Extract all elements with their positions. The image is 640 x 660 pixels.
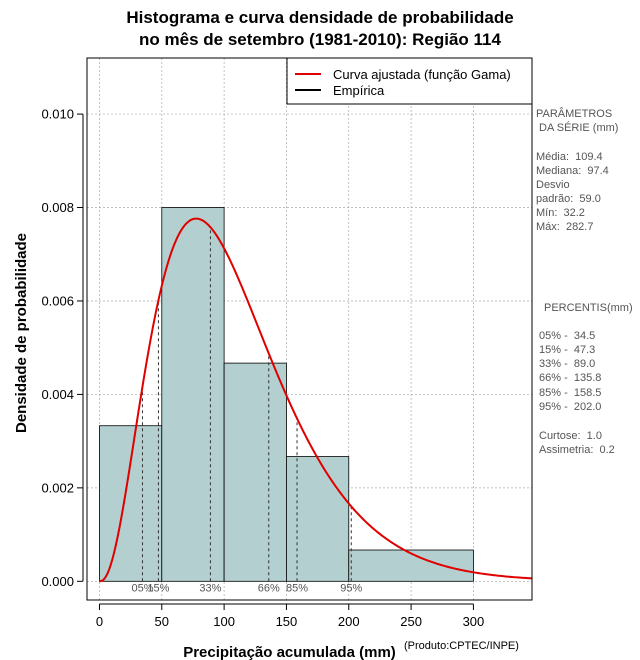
params-heading-1: PARÂMETROS: [536, 108, 613, 120]
param-desvio-label: Desvio: [536, 179, 570, 191]
y-tick-label: 0.010: [41, 107, 74, 122]
axes: 0 50 100 150 200 250 300 0.000 0.002 0.004 0.006 0.…: [41, 107, 484, 629]
param-media: Média: 109.4: [536, 151, 603, 163]
stat-curtose: Curtose: 1.0: [539, 430, 602, 442]
x-tick-label: 300: [463, 614, 485, 629]
percentil-85: 85% - 158.5: [539, 387, 602, 399]
stat-assimetria: Assimetria: 0.2: [539, 444, 615, 456]
density-curve: [99, 217, 533, 583]
percentile-label: 66%: [258, 582, 280, 594]
param-max: Máx: 282.7: [536, 221, 594, 233]
y-axis-label: Densidade de probabilidade: [13, 233, 30, 433]
percentile-label: 15%: [147, 582, 169, 594]
x-tick-label: 100: [213, 614, 235, 629]
x-tick-label: 250: [400, 614, 422, 629]
histogram-bar: [223, 362, 287, 582]
percentil-95: 95% - 202.0: [539, 401, 602, 413]
legend-box: [286, 57, 533, 105]
chart-title-line-2: no mês de setembro (1981-2010): Região 1…: [139, 30, 501, 49]
y-tick-label: 0.000: [41, 574, 74, 589]
percentis-heading: PERCENTIS(mm): [544, 302, 633, 314]
histogram-bar: [286, 456, 350, 582]
params-heading-2: DA SÉRIE (mm): [539, 122, 619, 134]
percentile-label: 85%: [286, 582, 308, 594]
chart-title-line-1: Histograma e curva densidade de probabil…: [126, 8, 514, 27]
histogram-bar: [348, 549, 474, 582]
x-tick-label: 0: [96, 614, 103, 629]
x-axis-label: Precipitação acumulada (mm): [183, 644, 396, 660]
percentil-15: 15% - 47.3: [539, 344, 596, 356]
percentile-label: 95%: [340, 582, 362, 594]
percentile-lines: 05%15% 33% 66% 85% 95%: [131, 227, 362, 594]
histogram-bar: [161, 207, 225, 582]
percentil-05: 05% - 34.5: [539, 330, 596, 342]
legend: Curva ajustada (função Gama)Empírica: [286, 57, 533, 105]
percentil-33: 33% - 89.0: [539, 358, 596, 370]
x-tick-label: 50: [155, 614, 169, 629]
density-curve-group: [99, 217, 533, 583]
product-credit: (Produto:CPTEC/INPE): [404, 640, 519, 652]
y-tick-label: 0.006: [41, 293, 74, 308]
x-tick-label: 150: [276, 614, 298, 629]
y-tick-label: 0.002: [41, 480, 74, 495]
x-tick-label: 200: [338, 614, 360, 629]
percentile-label: 33%: [199, 582, 221, 594]
y-tick-label: 0.004: [41, 387, 74, 402]
param-mediana: Mediana: 97.4: [536, 165, 609, 177]
histogram-bar: [99, 425, 163, 582]
histogram-bars: [99, 207, 474, 582]
param-desvio-value: padrão: 59.0: [536, 193, 601, 205]
percentile-label: 05%: [131, 582, 153, 594]
y-tick-label: 0.008: [41, 200, 74, 215]
legend-label: Empírica: [333, 83, 385, 98]
percentil-66: 66% - 135.8: [539, 372, 602, 384]
legend-label: Curva ajustada (função Gama): [333, 67, 511, 82]
param-min: Mín: 32.2: [536, 207, 585, 219]
